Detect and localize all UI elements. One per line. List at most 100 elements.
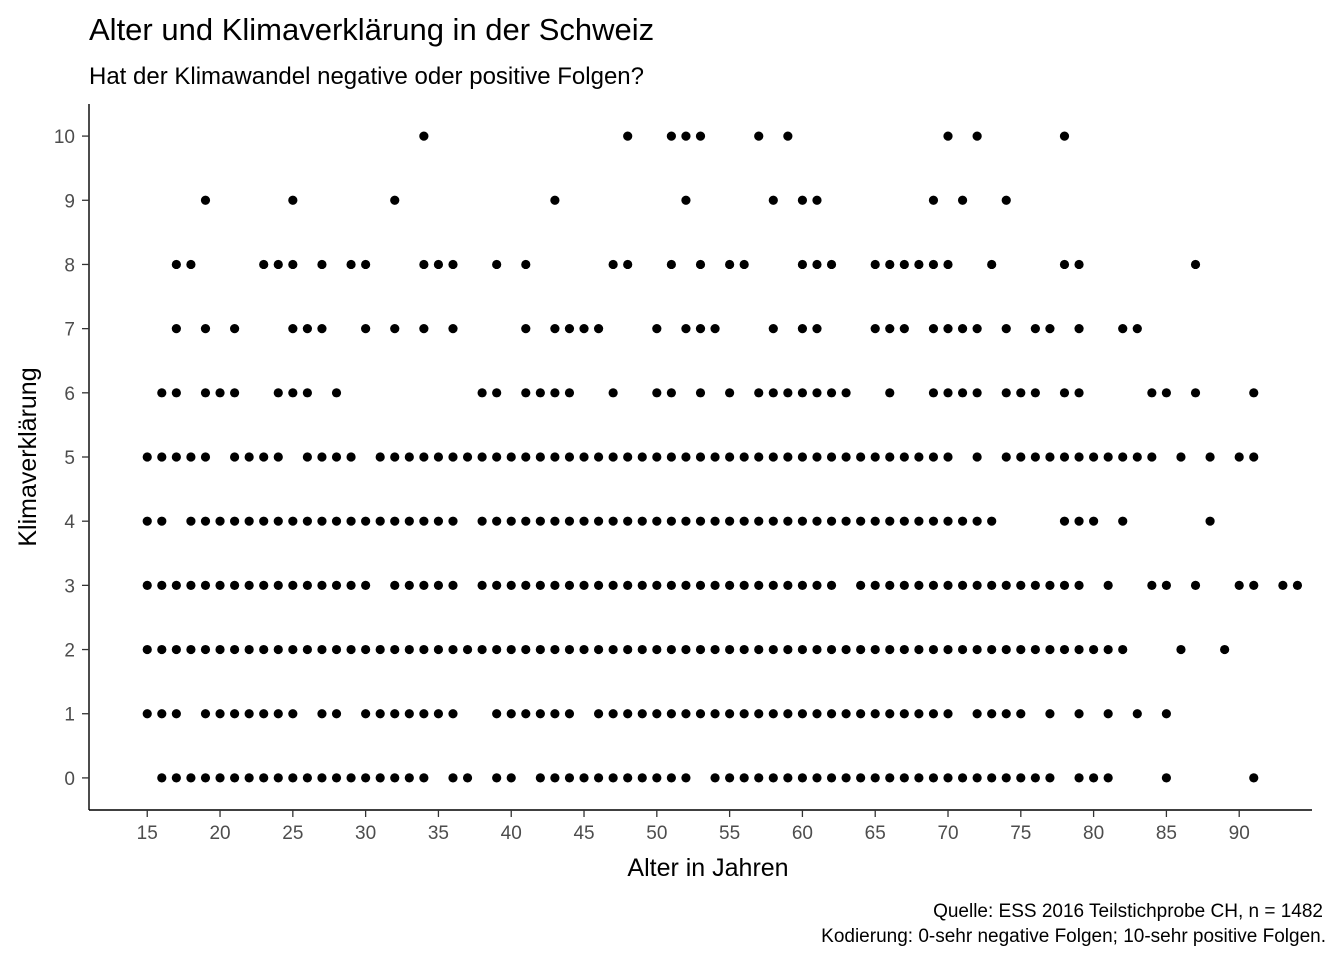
data-point xyxy=(1074,709,1084,719)
y-ticks: 0 1 2 3 4 5 6 7 8 9 10 xyxy=(54,127,89,790)
data-point xyxy=(593,324,604,334)
data-point xyxy=(885,709,895,719)
data-point xyxy=(259,644,269,655)
data-point xyxy=(856,644,866,655)
data-point xyxy=(302,452,312,462)
data-point xyxy=(870,773,880,783)
data-point xyxy=(899,452,909,462)
data-point xyxy=(652,452,662,462)
data-point xyxy=(754,516,764,526)
data-point xyxy=(914,452,924,462)
data-point xyxy=(652,644,662,655)
data-point xyxy=(812,388,822,398)
data-point xyxy=(725,580,735,590)
data-point xyxy=(1030,388,1040,398)
data-point xyxy=(797,580,808,590)
data-point xyxy=(885,580,895,590)
data-point xyxy=(492,580,502,590)
data-point xyxy=(331,452,342,462)
data-point xyxy=(623,580,633,590)
data-point xyxy=(419,773,429,783)
data-point xyxy=(1103,580,1113,590)
y-tick-label: 10 xyxy=(54,127,75,148)
data-point xyxy=(987,773,997,783)
data-point xyxy=(681,131,691,141)
data-point xyxy=(725,773,735,783)
data-point xyxy=(200,644,211,655)
data-point xyxy=(564,709,575,719)
data-point xyxy=(666,580,676,590)
data-point xyxy=(1074,388,1084,398)
data-point xyxy=(725,259,735,270)
data-point xyxy=(564,773,575,783)
data-point xyxy=(870,452,880,462)
data-point xyxy=(608,644,618,655)
data-point xyxy=(215,388,225,398)
data-point xyxy=(506,773,516,783)
data-point xyxy=(972,131,982,141)
data-point xyxy=(899,773,909,783)
data-point xyxy=(957,516,968,526)
data-point xyxy=(448,259,458,270)
data-point xyxy=(957,644,968,655)
data-point xyxy=(826,709,837,719)
data-point xyxy=(404,516,414,526)
data-point xyxy=(812,644,822,655)
data-point xyxy=(1249,580,1259,590)
data-point xyxy=(215,580,225,590)
data-point xyxy=(957,580,968,590)
data-point xyxy=(695,516,706,526)
data-point xyxy=(361,324,371,334)
x-tick-label: 75 xyxy=(1010,823,1031,844)
y-tick-label: 1 xyxy=(64,705,75,726)
data-point xyxy=(579,324,589,334)
data-point xyxy=(273,516,283,526)
data-point xyxy=(1147,388,1157,398)
data-point xyxy=(739,516,749,526)
data-point xyxy=(856,452,866,462)
data-point xyxy=(492,452,502,462)
data-point xyxy=(361,516,371,526)
data-point xyxy=(637,516,647,526)
data-point xyxy=(1059,131,1070,141)
data-point xyxy=(681,195,691,205)
data-point xyxy=(623,452,633,462)
data-point xyxy=(783,773,793,783)
data-point xyxy=(739,580,749,590)
data-point xyxy=(739,644,749,655)
data-point xyxy=(783,131,793,141)
data-point xyxy=(186,452,196,462)
data-point xyxy=(1190,259,1201,270)
data-point xyxy=(317,452,327,462)
data-point xyxy=(404,709,414,719)
data-point xyxy=(157,644,167,655)
data-point xyxy=(1001,709,1011,719)
data-point xyxy=(812,709,822,719)
data-point xyxy=(142,516,152,526)
data-point xyxy=(200,709,211,719)
data-point xyxy=(695,452,706,462)
data-point xyxy=(331,644,342,655)
x-tick-label: 70 xyxy=(937,823,958,844)
data-point xyxy=(1103,773,1113,783)
data-point xyxy=(899,516,909,526)
data-point xyxy=(1132,324,1142,334)
data-point xyxy=(375,709,385,719)
data-point xyxy=(943,452,953,462)
data-point xyxy=(725,388,735,398)
data-point xyxy=(492,388,502,398)
data-point xyxy=(288,259,298,270)
data-point xyxy=(754,580,764,590)
data-point xyxy=(550,388,560,398)
data-point xyxy=(142,452,152,462)
data-point xyxy=(317,324,327,334)
data-point xyxy=(681,516,691,526)
data-point xyxy=(681,709,691,719)
data-point xyxy=(695,580,706,590)
data-point xyxy=(928,580,939,590)
data-point xyxy=(1118,644,1128,655)
x-tick-label: 55 xyxy=(719,823,740,844)
data-point xyxy=(1059,452,1070,462)
data-point xyxy=(244,580,254,590)
data-point xyxy=(230,644,240,655)
